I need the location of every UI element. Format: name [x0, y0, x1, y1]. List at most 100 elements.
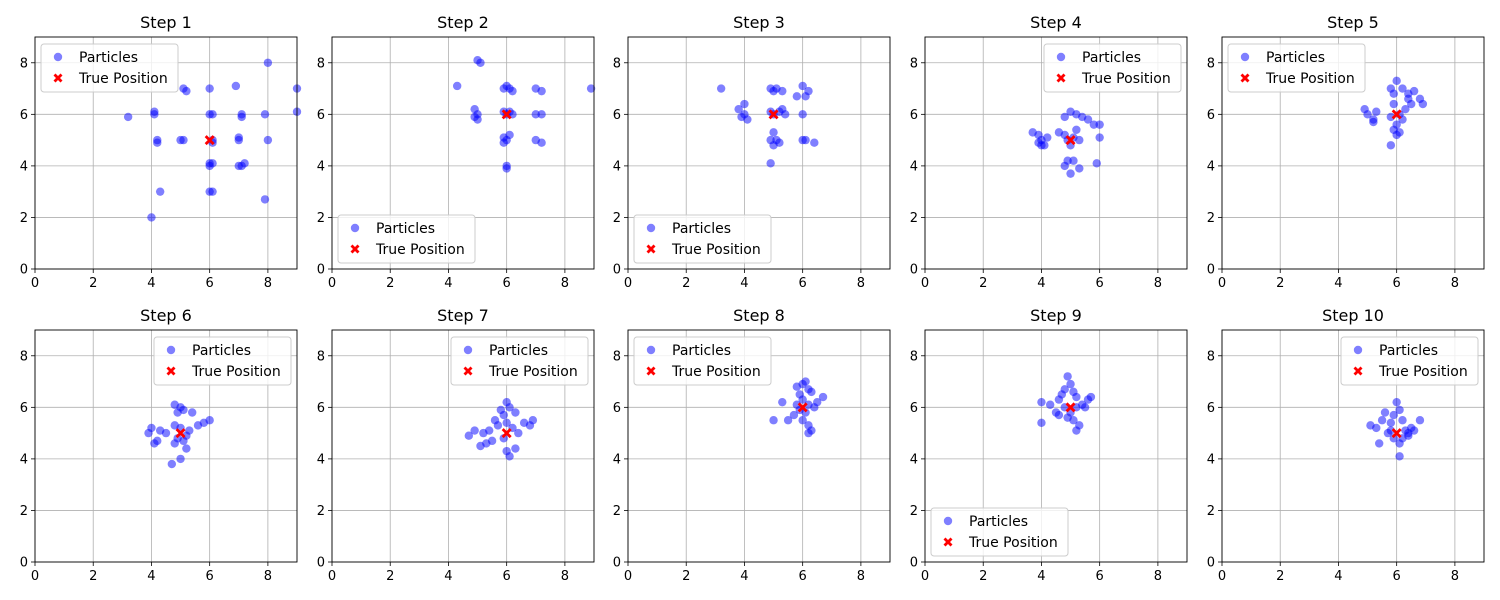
particle-point	[1386, 112, 1396, 122]
y-tick-label: 0	[317, 556, 325, 571]
particle-point	[1072, 392, 1081, 402]
particle-point	[775, 138, 784, 147]
true-position-marker	[1391, 109, 1402, 120]
y-tick-label: 2	[317, 211, 325, 226]
particle-point	[499, 410, 508, 420]
y-tick-label: 6	[613, 401, 621, 416]
x-tick-label: 6	[1096, 276, 1104, 291]
true-position-marker	[768, 109, 779, 120]
legend-true-position-marker	[350, 244, 360, 254]
particle-point	[1395, 405, 1404, 415]
particle-point	[716, 84, 726, 93]
particle-point	[1404, 94, 1413, 104]
axes-frame	[627, 329, 891, 563]
legend: Particles True Position	[633, 214, 772, 264]
x-tick-label: 8	[561, 276, 569, 291]
y-tick-label: 6	[910, 401, 918, 416]
legend-particles-marker	[646, 223, 656, 233]
y-tick-label: 6	[317, 108, 325, 123]
particle-point	[537, 110, 546, 119]
y-tick-label: 4	[910, 159, 918, 174]
legend-particles-label: Particles	[672, 221, 731, 237]
y-tick-label: 0	[1207, 263, 1215, 278]
subplot-title: Step 8	[733, 306, 785, 325]
particle-point	[1375, 439, 1384, 448]
particle-point	[1369, 117, 1378, 127]
true-position-marker	[175, 428, 186, 439]
x-tick-label: 0	[1218, 276, 1226, 291]
legend-particles-marker	[1353, 345, 1363, 355]
legend-true-position-label: True Position	[191, 364, 281, 380]
x-tick-label: 6	[1393, 569, 1401, 584]
y-tick-label: 8	[910, 56, 918, 71]
x-tick-label: 6	[1393, 276, 1401, 291]
particle-point	[1060, 112, 1069, 122]
particle-point	[537, 86, 546, 96]
particle-point	[511, 444, 520, 453]
particle-point	[1043, 133, 1052, 142]
x-tick-label: 0	[624, 276, 632, 291]
particle-point	[769, 128, 778, 137]
legend-box	[1043, 43, 1182, 93]
subplot-step-1: Step 1 0 2 4 6 8 0 2 4 6 8 Particles True Position	[20, 13, 302, 291]
subplot-title: Step 7	[437, 306, 489, 325]
x-tick-label: 6	[1096, 569, 1104, 584]
true-position-marker	[501, 109, 512, 120]
particle-point	[1386, 418, 1396, 427]
particle-point	[1095, 120, 1104, 129]
y-tick-label: 2	[20, 211, 28, 226]
x-tick-label: 6	[206, 276, 214, 291]
legend-true-position-marker	[166, 366, 176, 376]
y-tick-label: 2	[910, 211, 918, 226]
x-tick-label: 8	[1451, 569, 1459, 584]
y-tick-label: 8	[20, 56, 28, 71]
particle-point	[1389, 410, 1398, 420]
y-tick-label: 2	[1207, 504, 1215, 519]
particle-point	[263, 135, 273, 145]
y-tick-label: 8	[1207, 56, 1215, 71]
particle-point	[801, 377, 810, 386]
particle-point	[586, 84, 596, 93]
particle-point	[179, 135, 188, 145]
legend-particles-label: Particles	[489, 343, 548, 359]
particle-point	[1072, 125, 1081, 134]
particle-point	[798, 81, 807, 91]
subplot-title: Step 6	[140, 306, 192, 325]
x-tick-label: 8	[264, 276, 272, 291]
y-tick-label: 6	[1207, 401, 1215, 416]
particle-point	[231, 81, 241, 91]
particle-point	[1080, 403, 1090, 412]
particle-point	[807, 387, 816, 397]
legend-true-position-marker	[53, 73, 63, 83]
particle-point	[1060, 385, 1069, 394]
y-tick-label: 8	[1207, 349, 1215, 364]
particle-point	[260, 195, 270, 204]
particle-point	[470, 426, 479, 435]
legend-particles-label: Particles	[192, 343, 251, 359]
x-tick-label: 8	[857, 276, 865, 291]
particle-point	[234, 135, 243, 145]
particle-point	[150, 439, 159, 448]
particle-point	[502, 164, 511, 173]
particle-point	[208, 110, 217, 119]
particle-point	[1075, 135, 1084, 145]
subplot-step-2: Step 2 0 2 4 6 8 0 2 4 6 8 Particles True Position	[317, 13, 596, 291]
legend: Particles True Position	[1340, 336, 1479, 386]
legend: Particles True Position	[633, 336, 772, 386]
particle-point	[1392, 397, 1401, 407]
subplot-title: Step 9	[1030, 306, 1082, 325]
x-tick-label: 6	[503, 569, 511, 584]
particle-point	[1045, 400, 1055, 409]
x-tick-label: 4	[1334, 569, 1342, 584]
legend-box	[1227, 43, 1366, 93]
particle-point	[1389, 89, 1398, 98]
particle-point	[150, 110, 159, 119]
particle-point	[1401, 104, 1410, 114]
particle-point	[182, 431, 191, 440]
legend-true-position-marker	[463, 366, 473, 376]
subplot-step-10: Step 10 0 2 4 6 8 0 2 4 6 8 Particles True Position	[1207, 306, 1485, 584]
particle-point	[1037, 418, 1046, 427]
particle-point	[464, 431, 474, 440]
y-tick-label: 0	[910, 556, 918, 571]
